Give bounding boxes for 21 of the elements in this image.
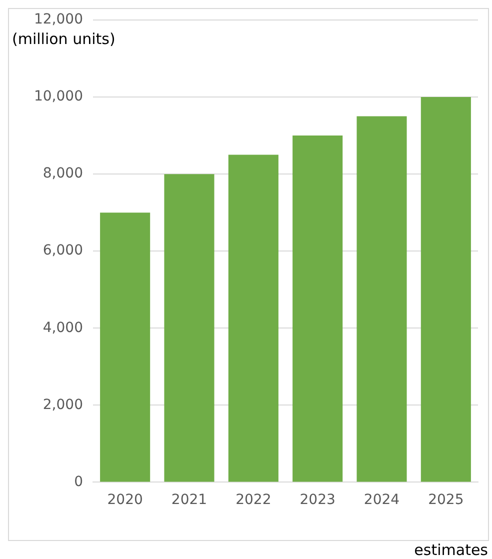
y-tick-label: 6,000 [42,242,83,259]
bar [420,97,471,482]
y-tick-label: 10,000 [34,88,83,105]
bar [292,136,343,482]
x-tick-label: 2025 [428,492,464,508]
bar [356,116,407,482]
bar [164,174,214,482]
bar [228,154,278,482]
y-tick-label: 12,000 [34,12,83,28]
bar [100,212,150,482]
y-tick-label: 8,000 [42,166,83,182]
x-tick-label: 2024 [364,492,400,508]
y-tick-label: 0 [74,474,83,490]
x-tick-label: 2023 [300,492,336,508]
x-tick-label: 2020 [107,492,143,508]
y-tick-label: 2,000 [42,396,83,413]
x-tick-label: 2022 [236,492,272,508]
x-tick-label: 2021 [171,492,208,508]
y-tick-label: 4,000 [42,320,83,336]
text: estimates [414,540,488,559]
y-axis-title: (million units) [12,30,116,48]
